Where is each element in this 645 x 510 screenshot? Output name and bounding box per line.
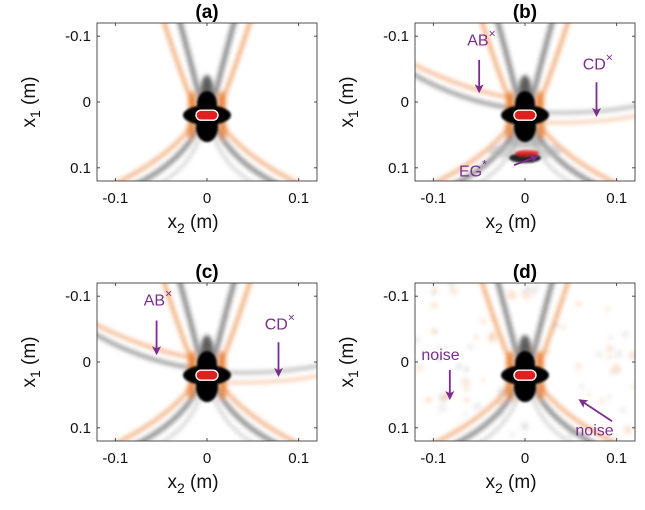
panel-title: (c): [195, 262, 218, 283]
source-marker: [195, 109, 219, 121]
annotation-arrow: [578, 399, 613, 423]
y-tick-label: 0.1: [388, 160, 409, 177]
x-tick-label: -0.1: [420, 450, 446, 467]
y-axis-label: x1 (m): [337, 336, 361, 387]
annotation-label: CD×: [265, 311, 295, 334]
y-tick-label: -0.1: [383, 28, 409, 45]
field-image: [116, 23, 298, 181]
y-axis-label: x1 (m): [19, 336, 43, 387]
y-tick-label: 0: [401, 354, 409, 371]
panel-4: -0.1 0 0.1 -0.1 0 0.1 (d) x2 (m) x1 (m) noise nois…: [337, 262, 636, 496]
source-marker: [513, 369, 537, 381]
x-tick-label: 0.1: [606, 190, 627, 207]
y-tick-label: -0.1: [383, 288, 409, 305]
source-marker: [195, 369, 219, 381]
annotation-label: CD×: [583, 51, 613, 74]
y-tick-label: 0.1: [70, 160, 91, 177]
annotation-arrow: [513, 154, 539, 167]
x-tick-label: 0: [203, 450, 211, 467]
y-tick-label: 0.1: [70, 420, 91, 437]
x-tick-label: 0: [521, 450, 529, 467]
x-tick-label: 0.1: [288, 190, 309, 207]
y-tick-label: -0.1: [65, 288, 91, 305]
source-marker: [513, 109, 537, 121]
panel-1: -0.1 0 0.1 -0.1 0 0.1 (a) x2 (m) x1 (m): [19, 2, 318, 236]
y-tick-label: 0.1: [388, 420, 409, 437]
y-tick-label: 0: [401, 94, 409, 111]
y-axis-label: x1 (m): [337, 76, 361, 127]
y-tick-label: 0: [83, 94, 91, 111]
annotation-label: AB×: [467, 26, 495, 49]
x-axis-label: x2 (m): [167, 472, 218, 496]
x-tick-label: 0: [521, 190, 529, 207]
x-axis-label: x2 (m): [167, 212, 218, 236]
panel-3: -0.1 0 0.1 -0.1 0 0.1 (c) x2 (m) x1 (m) AB× CD×: [19, 262, 318, 496]
x-axis-label: x2 (m): [485, 472, 536, 496]
field-image: [415, 23, 635, 181]
field-image: [415, 283, 635, 441]
annotation-label: EG*: [459, 157, 487, 180]
x-tick-label: -0.1: [420, 190, 446, 207]
x-tick-label: -0.1: [102, 190, 128, 207]
y-tick-label: -0.1: [65, 28, 91, 45]
annotation-label: noise: [575, 423, 613, 440]
x-tick-label: 0.1: [606, 450, 627, 467]
x-tick-label: 0: [203, 190, 211, 207]
panel-title: (a): [195, 2, 218, 23]
panel-title: (b): [513, 2, 537, 23]
panel-2: -0.1 0 0.1 -0.1 0 0.1 (b) x2 (m) x1 (m) AB× CD× EG*: [337, 2, 636, 236]
panel-title: (d): [513, 262, 537, 283]
annotation-label: noise: [421, 347, 459, 364]
annotation-label: AB×: [144, 286, 172, 309]
x-tick-label: -0.1: [102, 450, 128, 467]
y-tick-label: 0: [83, 354, 91, 371]
x-tick-label: 0.1: [288, 450, 309, 467]
x-axis-label: x2 (m): [485, 212, 536, 236]
y-axis-label: x1 (m): [19, 76, 43, 127]
